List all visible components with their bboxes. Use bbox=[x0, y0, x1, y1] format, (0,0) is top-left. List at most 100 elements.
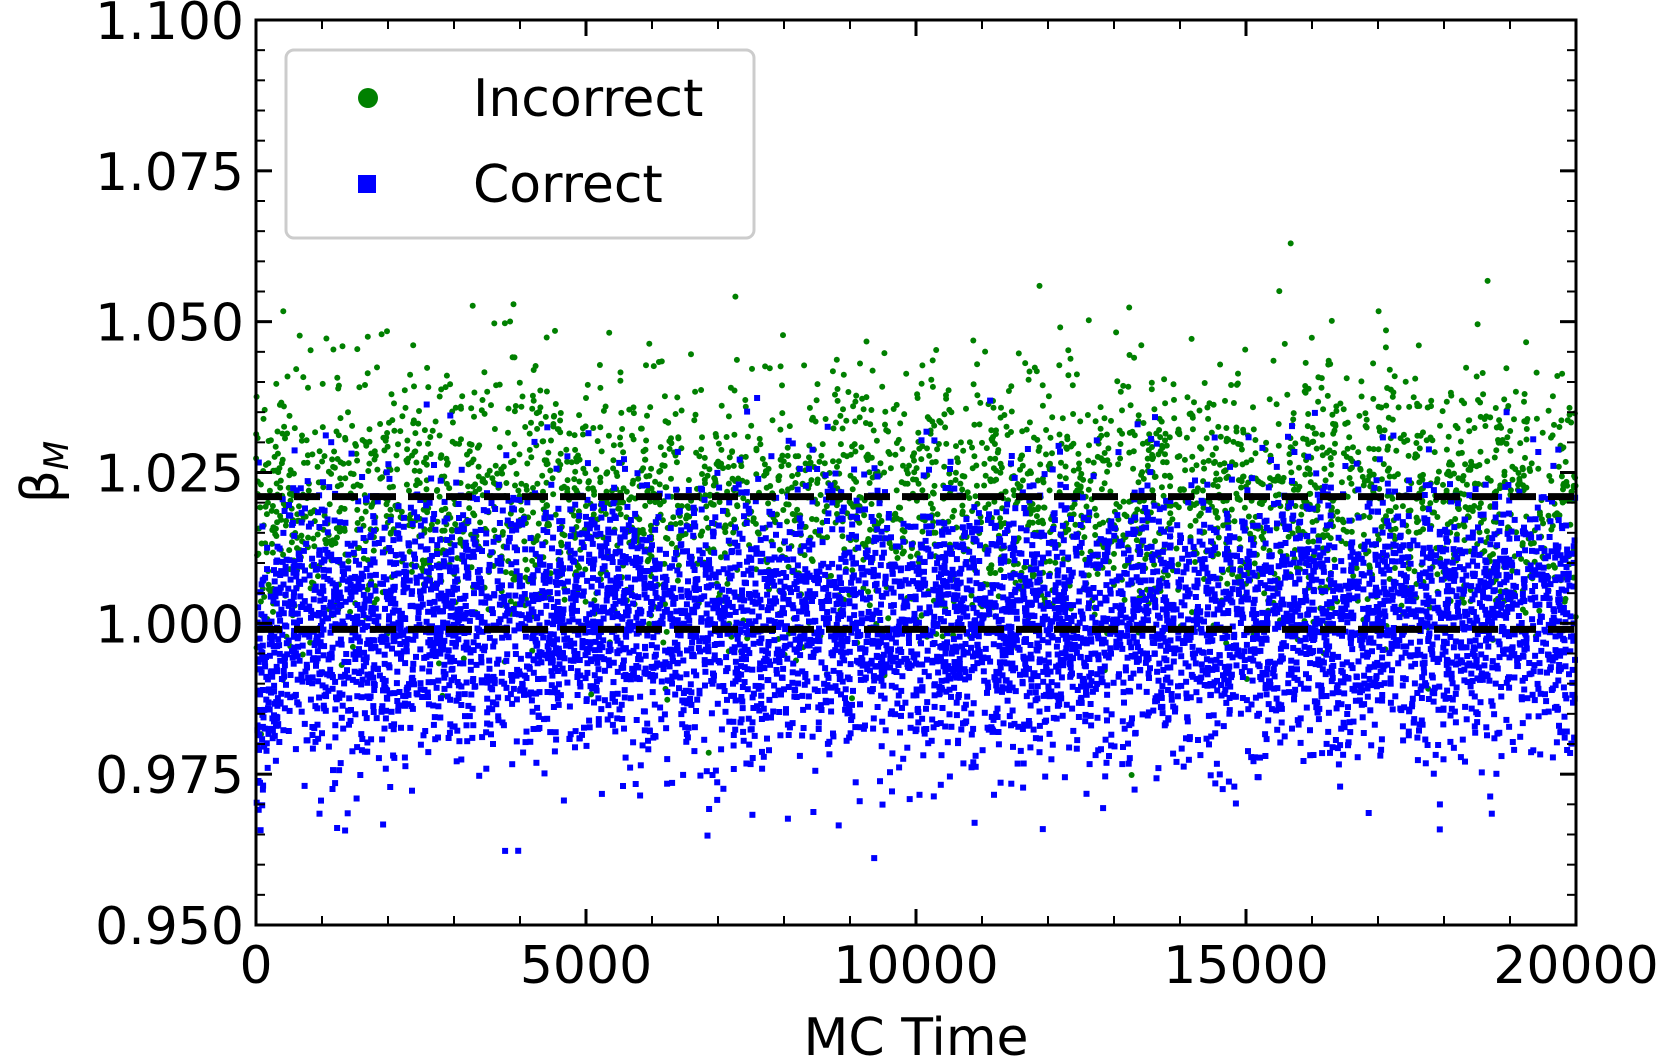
point-incorrect bbox=[491, 527, 498, 534]
point-correct bbox=[334, 825, 341, 831]
point-incorrect bbox=[284, 430, 291, 437]
point-correct bbox=[805, 693, 812, 700]
point-incorrect bbox=[1078, 550, 1085, 556]
point-incorrect bbox=[268, 507, 275, 514]
point-incorrect bbox=[530, 485, 536, 491]
point-incorrect bbox=[370, 547, 377, 554]
point-incorrect bbox=[898, 479, 905, 486]
point-correct bbox=[409, 787, 415, 794]
point-incorrect bbox=[1546, 473, 1553, 479]
point-incorrect bbox=[1463, 481, 1470, 488]
point-correct bbox=[453, 479, 460, 486]
point-incorrect bbox=[1288, 469, 1295, 476]
point-incorrect bbox=[945, 387, 952, 394]
point-incorrect bbox=[411, 383, 417, 390]
point-incorrect bbox=[897, 420, 904, 427]
point-correct bbox=[322, 432, 329, 439]
point-correct bbox=[1327, 484, 1334, 491]
point-incorrect bbox=[1484, 458, 1491, 465]
point-incorrect bbox=[341, 505, 348, 512]
point-incorrect bbox=[464, 451, 470, 458]
point-incorrect bbox=[731, 387, 738, 394]
point-correct bbox=[605, 702, 612, 709]
point-correct bbox=[1411, 680, 1418, 687]
point-incorrect bbox=[650, 363, 657, 370]
point-incorrect bbox=[1181, 456, 1188, 463]
point-correct bbox=[1319, 750, 1326, 757]
point-correct bbox=[790, 660, 797, 667]
point-correct bbox=[981, 709, 988, 716]
point-incorrect bbox=[1267, 475, 1273, 482]
point-incorrect bbox=[614, 473, 621, 479]
point-incorrect bbox=[786, 423, 793, 430]
point-incorrect bbox=[354, 506, 361, 513]
point-incorrect bbox=[1059, 415, 1066, 422]
point-incorrect bbox=[1523, 418, 1530, 425]
point-incorrect bbox=[1075, 450, 1082, 457]
point-incorrect bbox=[291, 425, 298, 432]
point-correct bbox=[1193, 689, 1200, 696]
point-incorrect bbox=[993, 427, 999, 434]
point-incorrect bbox=[323, 540, 330, 547]
point-incorrect bbox=[334, 456, 341, 462]
point-correct bbox=[1288, 657, 1295, 664]
point-incorrect bbox=[329, 456, 336, 463]
point-correct bbox=[1055, 579, 1062, 586]
point-incorrect bbox=[1521, 398, 1527, 405]
point-correct bbox=[1129, 715, 1135, 722]
point-incorrect bbox=[420, 560, 427, 567]
point-incorrect bbox=[550, 413, 557, 420]
point-incorrect bbox=[1545, 407, 1552, 414]
point-incorrect bbox=[293, 366, 300, 373]
point-incorrect bbox=[1319, 431, 1326, 438]
point-incorrect bbox=[1412, 375, 1419, 382]
point-incorrect bbox=[391, 400, 397, 407]
point-incorrect bbox=[606, 329, 613, 336]
point-incorrect bbox=[505, 429, 511, 436]
point-incorrect bbox=[439, 527, 446, 534]
point-incorrect bbox=[778, 488, 785, 495]
point-incorrect bbox=[432, 418, 439, 425]
point-incorrect bbox=[731, 516, 738, 523]
point-incorrect bbox=[468, 564, 475, 571]
point-incorrect bbox=[974, 361, 981, 368]
point-incorrect bbox=[1410, 394, 1417, 401]
point-incorrect bbox=[1533, 369, 1540, 376]
point-incorrect bbox=[1017, 483, 1024, 490]
point-incorrect bbox=[834, 463, 840, 470]
point-correct bbox=[766, 747, 772, 754]
point-incorrect bbox=[1476, 462, 1483, 468]
point-incorrect bbox=[1558, 417, 1565, 424]
point-incorrect bbox=[951, 507, 958, 514]
point-incorrect bbox=[1370, 446, 1377, 453]
point-incorrect bbox=[384, 443, 391, 450]
point-incorrect bbox=[941, 411, 948, 418]
point-correct bbox=[385, 461, 392, 468]
point-incorrect bbox=[778, 463, 785, 470]
point-correct bbox=[971, 819, 978, 826]
point-incorrect bbox=[610, 465, 617, 472]
point-incorrect bbox=[1035, 447, 1042, 454]
point-incorrect bbox=[543, 334, 550, 341]
point-incorrect bbox=[849, 695, 855, 702]
point-correct bbox=[1543, 698, 1550, 705]
point-incorrect bbox=[1519, 606, 1526, 613]
point-incorrect bbox=[582, 598, 589, 605]
point-incorrect bbox=[759, 455, 766, 462]
point-incorrect bbox=[709, 501, 716, 508]
point-correct bbox=[732, 524, 738, 531]
point-incorrect bbox=[618, 409, 625, 416]
point-incorrect bbox=[402, 404, 409, 411]
point-incorrect bbox=[834, 386, 841, 392]
point-incorrect bbox=[1413, 440, 1420, 446]
point-incorrect bbox=[1196, 512, 1203, 519]
point-correct bbox=[720, 507, 726, 514]
point-correct bbox=[709, 680, 716, 687]
points-layer bbox=[253, 240, 1579, 862]
point-correct bbox=[1110, 679, 1117, 686]
point-incorrect bbox=[404, 446, 411, 453]
point-incorrect bbox=[899, 527, 906, 533]
point-incorrect bbox=[833, 356, 840, 363]
point-correct bbox=[383, 469, 390, 476]
point-correct bbox=[746, 741, 753, 748]
